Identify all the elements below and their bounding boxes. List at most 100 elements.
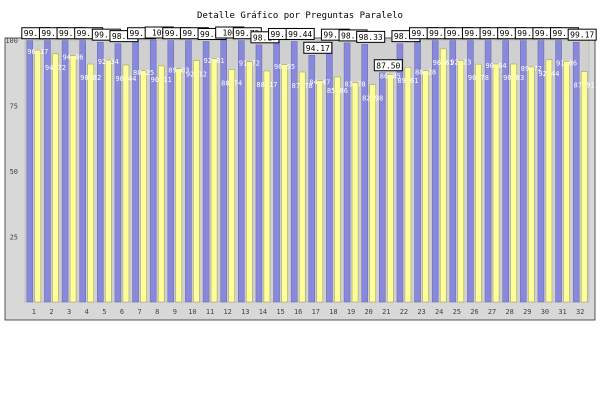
- data-label-series-2: 89.03: [168, 67, 189, 75]
- x-tick-label: 2: [49, 308, 53, 316]
- data-label-box: [373, 59, 403, 72]
- data-label-series-2: 94.06: [63, 54, 84, 62]
- data-label-series-2: 90.83: [503, 74, 524, 82]
- data-label-series-1: 99.17: [94, 31, 118, 40]
- x-tick-label: 31: [558, 308, 566, 316]
- bars-group: [26, 39, 588, 303]
- x-tick-label: 10: [188, 308, 196, 316]
- data-label-series-1: 99.72: [553, 29, 577, 38]
- y-tick-label: 50: [10, 168, 18, 176]
- x-tick-label: 16: [294, 308, 302, 316]
- bar-series-2: [193, 60, 200, 303]
- bar-series-2: [457, 60, 465, 303]
- data-label-series-1: 99.72: [24, 29, 48, 38]
- bar-series-1: [149, 39, 157, 303]
- bar-series-2: [157, 65, 165, 303]
- bar-series-2: [545, 59, 553, 303]
- bar-series-1: [379, 72, 386, 303]
- data-label-series-1: 99.72: [482, 29, 506, 38]
- x-tick-label: 26: [470, 308, 478, 316]
- data-label-series-1: 99.72: [182, 29, 206, 38]
- bar-series-2: [34, 49, 42, 303]
- data-label-series-1: 99.72: [429, 29, 453, 38]
- data-label-series-1: 100: [222, 29, 237, 38]
- data-label-series-1: 98.33: [359, 33, 383, 42]
- bar-series-2: [475, 63, 482, 303]
- bar-series-2: [246, 61, 253, 303]
- data-label-box: [303, 41, 333, 54]
- bar-series-1: [97, 41, 104, 303]
- data-label-series-2: 90.84: [486, 62, 507, 70]
- data-label-series-2: 84.47: [309, 79, 330, 87]
- data-label-series-2: 90.44: [115, 75, 136, 83]
- data-label-series-1: 99.44: [288, 30, 312, 39]
- x-tick-label: 6: [120, 308, 124, 316]
- bar-series-1: [220, 39, 227, 303]
- bar-series-2: [316, 80, 324, 303]
- data-label-series-2: 86.85: [380, 72, 401, 80]
- data-label-box: [567, 28, 597, 41]
- bar-series-1: [114, 43, 122, 303]
- bar-series-1: [555, 40, 562, 303]
- bar-series-2: [52, 53, 59, 303]
- x-tick-label: 13: [241, 308, 249, 316]
- data-label-series-2: 90.82: [80, 74, 101, 82]
- data-label-series-1: 94.17: [306, 44, 330, 53]
- bar-series-2: [563, 61, 570, 303]
- bar-series-2: [140, 70, 147, 303]
- x-tick-label: 25: [453, 308, 461, 316]
- bar-series-1: [44, 40, 51, 303]
- data-label-series-2: 87.91: [574, 82, 595, 90]
- bar-series-1: [449, 40, 457, 303]
- x-tick-label: 14: [259, 308, 267, 316]
- x-tick-label: 9: [173, 308, 177, 316]
- data-label-series-1: 87.50: [376, 61, 400, 70]
- x-tick-label: 20: [364, 308, 372, 316]
- x-tick-label: 21: [382, 308, 390, 316]
- x-tick-label: 23: [417, 308, 425, 316]
- bar-series-2: [580, 71, 588, 303]
- bar-series-2: [228, 69, 235, 303]
- data-label-series-1: 99.72: [77, 29, 101, 38]
- bar-series-2: [439, 48, 447, 303]
- bar-series-1: [61, 40, 69, 303]
- data-labels-group: 96.17 94.72 94.06 90.82 92.34 90.4488.2590.11…: [21, 26, 597, 103]
- data-label-series-1: 99.72: [447, 29, 471, 38]
- x-tick-label: 4: [85, 308, 89, 316]
- bar-series-1: [484, 40, 492, 303]
- data-label-box: [285, 27, 315, 40]
- bar-series-1: [26, 40, 34, 303]
- data-label-series-1: 99.72: [517, 29, 541, 38]
- data-label-series-1: 99.17: [570, 31, 594, 40]
- x-tick-label: 7: [137, 308, 141, 316]
- data-label-series-1: 99.72: [130, 29, 154, 38]
- data-label-series-1: 99.72: [41, 29, 65, 38]
- bar-series-2: [369, 84, 376, 303]
- data-label-series-1: 99.72: [500, 29, 524, 38]
- bar-series-1: [520, 40, 527, 303]
- data-label-series-2: 96.17: [27, 48, 48, 56]
- data-label-series-1: 99.72: [59, 29, 83, 38]
- data-label-series-2: 92.34: [98, 58, 119, 66]
- data-label-series-2: 90.11: [151, 76, 172, 84]
- x-tick-label: 24: [435, 308, 443, 316]
- bar-series-2: [87, 63, 94, 303]
- data-label-series-1: 98.61: [394, 32, 418, 41]
- bar-series-2: [422, 70, 429, 303]
- bar-series-1: [502, 40, 509, 303]
- bar-series-1: [202, 41, 210, 303]
- x-tick-label: 15: [276, 308, 284, 316]
- data-label-series-1: 99.72: [235, 29, 259, 38]
- x-tick-label: 29: [523, 308, 531, 316]
- data-label-series-1: 99.44: [200, 30, 224, 39]
- bar-series-1: [343, 42, 351, 303]
- data-label-series-2: 94.72: [45, 64, 66, 72]
- y-tick-label: 25: [10, 234, 18, 242]
- bar-series-2: [404, 66, 412, 303]
- bar-series-1: [79, 40, 86, 303]
- bar-series-2: [263, 70, 271, 303]
- data-label-series-1: 98.17: [253, 33, 277, 42]
- x-tick-label: 8: [155, 308, 159, 316]
- data-label-series-2: 83.78: [345, 80, 366, 88]
- bar-series-1: [185, 40, 192, 303]
